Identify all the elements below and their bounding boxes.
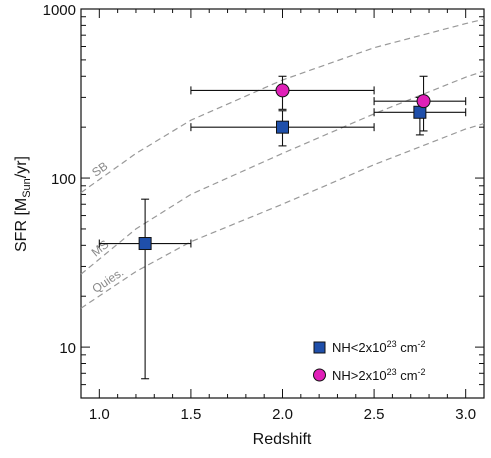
y-tick-label: 100 xyxy=(51,171,76,188)
reference-curve xyxy=(80,70,485,275)
y-tick-label: 1000 xyxy=(43,2,76,19)
axis-ticks: 1.0 1.5 2.0 2.5 3.0 10 100 1000 xyxy=(43,2,484,423)
legend-marker-square xyxy=(313,341,326,354)
y-tick-label: 10 xyxy=(59,340,76,357)
curve-label: SB xyxy=(89,159,110,180)
reference-curves: SB MS Quies. xyxy=(80,18,485,309)
legend: NH<2x1023 cm-2 NH>2x1023 cm-2 xyxy=(313,339,426,383)
y-axis-title-tail: /yr] xyxy=(13,156,30,178)
curve-label: Quies. xyxy=(90,265,127,296)
y-axis-title: SFR [MSun/yr] xyxy=(13,156,33,252)
curve-label: MS xyxy=(89,237,112,259)
x-axis-title: Redshift xyxy=(253,431,312,448)
data-point-circle xyxy=(275,83,290,98)
legend-label-2: NH>2x1023 cm-2 xyxy=(332,367,426,383)
y-axis-title-sub: Sun xyxy=(21,178,33,198)
y-axis-title-main: SFR [M xyxy=(13,198,30,252)
data-point-square xyxy=(138,237,152,251)
reference-curve xyxy=(80,123,485,309)
data-point-square xyxy=(276,120,289,134)
x-tick-label: 3.0 xyxy=(455,406,476,423)
x-tick-label: 2.5 xyxy=(364,406,385,423)
x-tick-label: 1.0 xyxy=(89,406,110,423)
legend-marker-circle xyxy=(313,368,326,382)
svg-text:SFR [MSun/yr]: SFR [MSun/yr] xyxy=(13,156,33,252)
x-tick-label: 1.5 xyxy=(180,406,201,423)
data-point-circle xyxy=(416,94,431,109)
legend-label-1: NH<2x1023 cm-2 xyxy=(332,339,426,355)
data-points xyxy=(138,83,431,251)
x-tick-label: 2.0 xyxy=(272,406,293,423)
